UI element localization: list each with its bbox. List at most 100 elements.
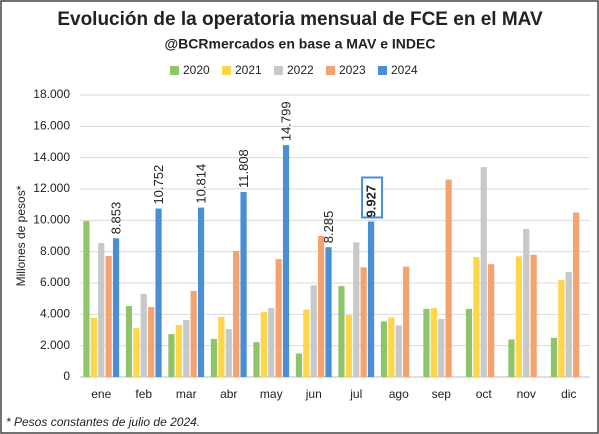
bar — [168, 334, 175, 377]
bar — [550, 337, 558, 377]
bar — [423, 308, 430, 377]
bar — [430, 308, 437, 377]
bar — [233, 251, 240, 377]
bar — [190, 290, 197, 377]
bar — [225, 329, 232, 377]
chart-subtitle: @BCRmercados en base a MAV e INDEC — [165, 36, 436, 52]
bar — [218, 316, 225, 377]
bar — [303, 309, 310, 377]
y-tick-label: 14.000 — [33, 150, 70, 164]
x-tick-label: ene — [91, 387, 111, 401]
x-tick-label: jul — [349, 387, 362, 401]
bar — [90, 317, 97, 377]
legend-label: 2021 — [235, 63, 262, 77]
legend-label: 2024 — [391, 63, 418, 77]
bar — [353, 242, 360, 377]
bar — [183, 319, 190, 377]
bar — [380, 321, 388, 377]
bar — [268, 308, 275, 377]
bar — [367, 221, 375, 377]
y-tick-label: 16.000 — [33, 119, 70, 133]
data-label: 8.285 — [321, 211, 336, 244]
bar — [530, 254, 537, 377]
data-label: 9.927 — [363, 185, 378, 218]
bar — [112, 238, 120, 377]
legend-swatch — [326, 66, 335, 75]
bar — [295, 353, 303, 377]
bar — [395, 325, 402, 377]
y-tick-label: 6.000 — [40, 275, 70, 289]
legend-swatch — [378, 66, 387, 75]
bar — [275, 259, 282, 377]
y-tick-label: 18.000 — [33, 87, 70, 101]
bar — [282, 145, 290, 377]
y-tick-label: 2.000 — [40, 338, 70, 352]
bar — [240, 192, 247, 377]
x-tick-label: mar — [176, 387, 197, 401]
bar — [360, 267, 367, 377]
bar — [508, 339, 515, 377]
data-label: 11.808 — [236, 149, 251, 188]
bar — [573, 212, 580, 377]
bar — [133, 327, 140, 377]
bar — [480, 167, 487, 377]
legend-label: 2020 — [183, 63, 210, 77]
legend-label: 2022 — [287, 63, 314, 77]
bar — [98, 243, 105, 377]
bar — [105, 256, 112, 377]
footnote: * Pesos constantes de julio de 2024. — [6, 415, 200, 429]
bar — [318, 236, 325, 377]
bar — [515, 256, 522, 377]
bar — [197, 207, 205, 377]
x-tick-label: dic — [561, 387, 576, 401]
x-tick-label: nov — [517, 387, 536, 401]
x-tick-label: may — [260, 387, 283, 401]
x-tick-label: ago — [389, 387, 409, 401]
x-tick-label: jun — [305, 387, 322, 401]
bar — [253, 342, 260, 377]
bar — [473, 257, 480, 377]
bar — [310, 285, 317, 377]
bar — [388, 317, 395, 377]
bar — [438, 319, 445, 377]
legend-swatch — [274, 66, 283, 75]
y-tick-label: 4.000 — [40, 307, 70, 321]
data-label: 8.853 — [108, 202, 123, 235]
legend-swatch — [170, 66, 179, 75]
data-label: 14.799 — [278, 101, 293, 141]
bar — [175, 324, 182, 377]
bar — [558, 279, 565, 377]
bar — [125, 306, 133, 377]
bar — [148, 306, 155, 377]
y-tick-label: 0 — [63, 369, 70, 383]
bar — [345, 315, 352, 377]
bar — [523, 228, 530, 377]
legend-label: 2023 — [339, 63, 366, 77]
y-tick-label: 10.000 — [33, 213, 70, 227]
y-axis-label: Millones de pesos* — [14, 185, 28, 286]
bar — [565, 272, 572, 377]
bar — [140, 293, 147, 377]
legend-swatch — [222, 66, 231, 75]
x-tick-label: sep — [432, 387, 452, 401]
label-highlight — [361, 176, 384, 219]
bar — [465, 308, 473, 377]
bar — [325, 247, 332, 377]
x-tick-label: oct — [476, 387, 493, 401]
bar — [83, 221, 90, 377]
bar — [338, 286, 345, 377]
data-label: 10.752 — [151, 165, 166, 205]
x-tick-label: feb — [135, 387, 152, 401]
chart-title: Evolución de la operatoria mensual de FC… — [57, 9, 543, 30]
y-tick-label: 12.000 — [33, 181, 70, 195]
bar — [488, 264, 495, 377]
data-label: 10.814 — [193, 164, 208, 204]
bar — [210, 338, 218, 377]
x-tick-label: abr — [220, 387, 237, 401]
y-tick-label: 8.000 — [40, 244, 70, 258]
bar — [403, 266, 410, 377]
bar — [445, 179, 452, 377]
bar — [260, 311, 267, 377]
